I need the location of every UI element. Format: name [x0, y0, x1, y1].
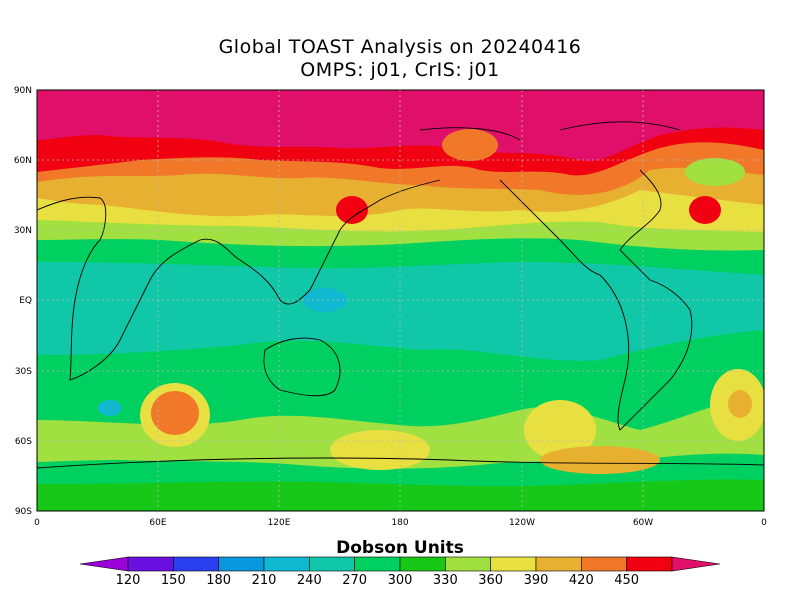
- map-subtitle: OMPS: j01, CrIS: j01: [300, 59, 500, 81]
- lon-label: 0: [761, 518, 767, 528]
- coastlines: [37, 121, 764, 469]
- colorbar-tick-label: 150: [161, 573, 186, 588]
- colorbar-tick-label: 240: [297, 573, 322, 588]
- lon-label: 180: [391, 518, 408, 528]
- colorbar-tick-label: 390: [524, 573, 549, 588]
- lat-label: EQ: [19, 296, 32, 306]
- blob-tasman: [330, 430, 430, 470]
- colorbar: Dobson Units 120 150 180 210 240 270 300 330 360…: [79, 538, 721, 588]
- blob-low-south: [98, 400, 122, 416]
- blob-bering: [442, 129, 498, 161]
- colorbar-tick-label: 300: [388, 573, 413, 588]
- colorbar-tick-label: 180: [206, 573, 231, 588]
- lon-label: 0: [34, 518, 40, 528]
- colorbar-swatch: [399, 556, 446, 572]
- colorbar-swatch: [263, 556, 310, 572]
- colorbar-swatch: [490, 556, 537, 572]
- lat-label: 90N: [14, 86, 32, 96]
- blob-japan: [336, 196, 368, 224]
- blob-south-indian-inner: [151, 391, 199, 435]
- colorbar-tick-label: 270: [342, 573, 367, 588]
- latitude-axis: 90N 60N 30N EQ 30S 60S 90S: [14, 86, 32, 517]
- blob-south-pacific: [524, 400, 596, 460]
- colorbar-swatch: [445, 556, 491, 572]
- gridlines: [37, 90, 764, 511]
- lat-label: 30S: [15, 367, 32, 377]
- map-frame: [36, 89, 765, 512]
- lat-label: 60N: [14, 156, 32, 166]
- colorbar-swatch: [626, 556, 673, 572]
- colorbar-swatch: [173, 556, 219, 572]
- colorbar-swatch: [581, 556, 627, 572]
- longitude-axis: 0 60E 120E 180 120W 60W 0: [34, 518, 767, 528]
- colorbar-swatch: [127, 556, 174, 572]
- blob-south-atlantic-inner: [728, 390, 752, 418]
- colorbar-tick-label: 420: [569, 573, 594, 588]
- colorbar-tick-label: 120: [116, 573, 141, 588]
- lat-label: 30N: [14, 226, 32, 236]
- colorbar-title: Dobson Units: [336, 538, 464, 558]
- colorbar-swatch: [218, 556, 265, 572]
- lat-label: 60S: [15, 437, 32, 447]
- colorbar-swatch: [535, 556, 582, 572]
- lat-label: 90S: [15, 507, 32, 517]
- blob-greenland: [685, 158, 745, 186]
- colorbar-tick-label: 210: [252, 573, 277, 588]
- band-300-antarctic: [37, 479, 764, 511]
- colorbar-tick-label: 450: [614, 573, 639, 588]
- blob-antarctic: [540, 446, 660, 474]
- blob-low-tropics: [303, 288, 347, 312]
- map-title: Global TOAST Analysis on 20240416: [218, 36, 582, 58]
- lon-label: 120W: [509, 518, 535, 528]
- colorbar-tick-label: 360: [478, 573, 503, 588]
- colorbar-min-arrow: [79, 556, 129, 572]
- lon-label: 60W: [633, 518, 653, 528]
- band-polar-north: [37, 90, 764, 161]
- colorbar-swatch: [309, 556, 355, 572]
- colorbar-max-arrow: [671, 556, 721, 572]
- lon-label: 120E: [268, 518, 291, 528]
- lon-label: 60E: [149, 518, 166, 528]
- colorbar-swatch: [354, 556, 401, 572]
- ozone-field: [37, 90, 764, 511]
- colorbar-tick-label: 330: [433, 573, 458, 588]
- blob-atlantic-north: [689, 196, 721, 224]
